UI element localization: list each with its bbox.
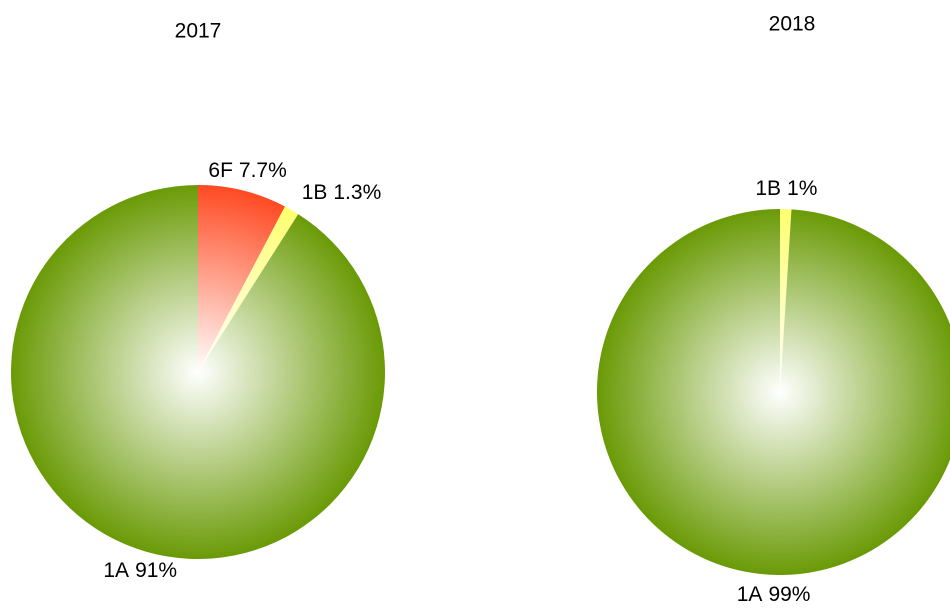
- pie-slice: [780, 209, 792, 392]
- slice-category: 1B: [755, 177, 781, 200]
- pie-slice: [11, 185, 386, 559]
- chart-title: 2018: [769, 13, 816, 36]
- pie-slice: [198, 206, 299, 372]
- slice-value-label: 7.7%: [239, 159, 287, 182]
- slice-category: 1A: [737, 582, 763, 605]
- pie-slice: [198, 185, 285, 372]
- slice-value-label: 99%: [768, 582, 810, 605]
- pie-slice: [597, 209, 950, 575]
- slice-category: 1B: [302, 180, 328, 203]
- slice-label: 1A 99%: [737, 582, 811, 605]
- slice-category: 6F: [208, 159, 233, 182]
- slice-category: 1A: [103, 558, 129, 581]
- slice-value-label: 1%: [787, 177, 817, 200]
- slice-value-label: 1.3%: [333, 180, 381, 203]
- chart-title: 2017: [175, 20, 222, 43]
- slice-label: 1B 1.3%: [302, 180, 382, 203]
- slice-label: 6F 7.7%: [208, 159, 286, 182]
- slice-label: 1B 1%: [755, 177, 817, 200]
- slice-label: 1A 91%: [103, 558, 177, 581]
- slice-value-label: 91%: [135, 558, 177, 581]
